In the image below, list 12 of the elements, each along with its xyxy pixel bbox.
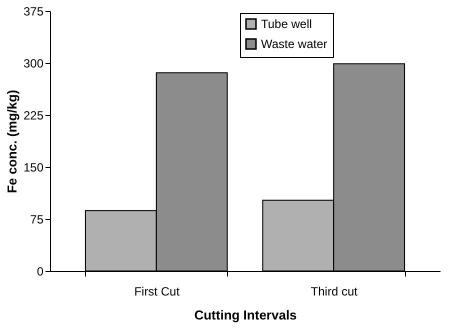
legend-label: Tube well [261,17,312,31]
x-axis-title: Cutting Intervals [194,308,297,322]
y-tick-label: 0 [36,264,44,278]
y-tick-label: 300 [23,56,44,70]
x-tick-label: First Cut [134,284,180,298]
y-tick-label: 375 [23,4,44,18]
y-tick-label: 75 [30,212,44,226]
y-axis-title: Fe conc. (mg/kg) [4,90,20,194]
x-tick-label: Third cut [310,284,358,298]
y-tick-label: 225 [23,108,44,122]
legend-label: Waste water [261,37,328,51]
y-tick-label: 150 [23,160,44,174]
